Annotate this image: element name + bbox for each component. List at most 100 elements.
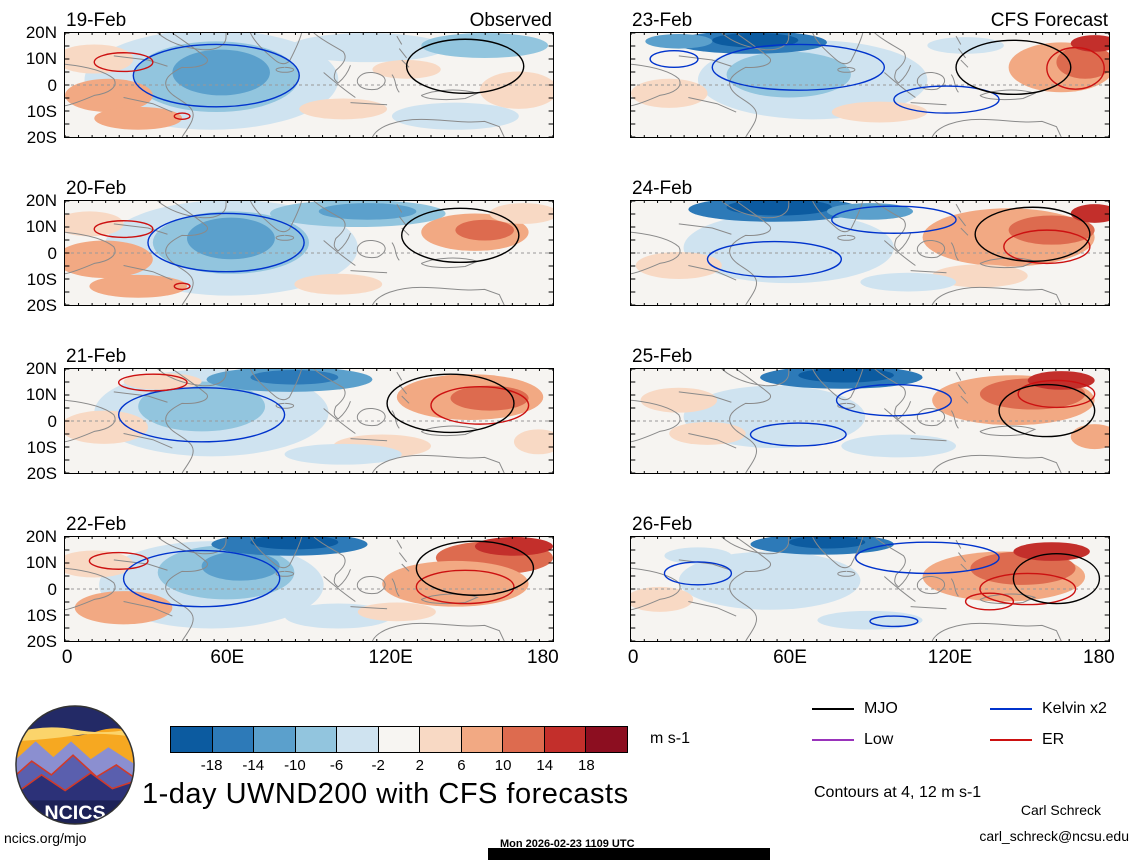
coastline bbox=[114, 224, 168, 234]
coastline bbox=[875, 369, 911, 419]
panel-header-row: 20-Feb bbox=[64, 174, 554, 200]
wave-contour bbox=[174, 113, 190, 119]
colorbar-tick-label: 2 bbox=[415, 757, 424, 774]
coastline bbox=[884, 409, 915, 434]
legend-line bbox=[812, 707, 854, 711]
shaded-anomaly bbox=[932, 264, 1028, 288]
coastline bbox=[158, 537, 226, 554]
wave-legend: MJO Kelvin x2 Low ER bbox=[812, 700, 1135, 749]
coastline bbox=[980, 258, 1035, 268]
shaded-anomaly bbox=[357, 602, 436, 622]
coastline bbox=[838, 235, 855, 240]
axis-ticks bbox=[631, 201, 1109, 305]
coastlines bbox=[65, 369, 504, 473]
coastline bbox=[688, 265, 736, 280]
panel-header-row: 25-Feb bbox=[630, 342, 1110, 368]
anomaly-shading bbox=[635, 201, 1109, 292]
logo-horizon-glow bbox=[15, 727, 135, 742]
y-tick-label: 20S bbox=[26, 632, 57, 651]
coastlines bbox=[631, 537, 1061, 641]
coastline bbox=[399, 553, 406, 562]
panel-block-24-Feb: 24-Feb bbox=[630, 174, 1110, 306]
shaded-anomaly bbox=[479, 71, 553, 109]
x-axis-labels: 0 60E 120E 180 bbox=[627, 642, 1115, 668]
y-tick-label: 20N bbox=[25, 527, 57, 546]
y-tick-label: 10N bbox=[25, 49, 57, 69]
coastline bbox=[114, 560, 168, 570]
panel-block-19-Feb: 19-Feb Observed 20N 10N 0 10S 20S bbox=[0, 6, 554, 146]
panel-block-22-Feb: 22-Feb 20N 10N 0 10S 20S 0 60E 120E 180 bbox=[0, 510, 559, 668]
coastline bbox=[399, 217, 406, 226]
coastline bbox=[730, 537, 771, 641]
shaded-anomaly bbox=[94, 106, 183, 130]
coastline bbox=[357, 408, 385, 425]
coastline bbox=[722, 369, 789, 386]
coastline bbox=[397, 204, 402, 212]
coastline bbox=[631, 400, 680, 442]
x-axis-labels: 0 60E 120E 180 bbox=[62, 642, 559, 668]
shaded-anomaly bbox=[65, 78, 153, 113]
coastline bbox=[631, 568, 680, 610]
wave-contour bbox=[387, 374, 514, 432]
shaded-anomaly bbox=[798, 369, 894, 383]
coastline bbox=[688, 433, 736, 448]
legend-label: ER bbox=[1042, 731, 1065, 748]
coastline bbox=[65, 232, 115, 274]
legend-item-kelvin-x2: Kelvin x2 bbox=[990, 700, 1135, 718]
x-tick-label: 180 bbox=[527, 647, 559, 668]
wave-contour bbox=[94, 221, 153, 238]
coastline bbox=[956, 36, 961, 44]
shaded-anomaly bbox=[1013, 542, 1090, 561]
x-tick-label: 60E bbox=[210, 647, 245, 668]
map-panel bbox=[630, 32, 1110, 138]
coastline bbox=[250, 537, 301, 568]
shaded-anomaly bbox=[284, 443, 402, 465]
colorbar-tick-label: 10 bbox=[494, 757, 512, 774]
x-tick-label: 120E bbox=[927, 647, 973, 668]
shaded-anomaly bbox=[74, 591, 173, 625]
wave-contour bbox=[894, 86, 999, 113]
coastline bbox=[372, 455, 504, 473]
coastline bbox=[813, 537, 863, 568]
y-axis-labels: 20N 10N 0 10S 20S bbox=[0, 192, 64, 314]
shaded-anomaly bbox=[289, 33, 446, 63]
axis-ticks bbox=[65, 369, 553, 473]
coastline bbox=[956, 204, 961, 212]
colorbar: -18 -14 -10 -6 -2 2 6 10 14 18 bbox=[170, 726, 628, 774]
wave-contour bbox=[650, 51, 698, 68]
colorbar-segment bbox=[419, 727, 461, 752]
coastline bbox=[324, 409, 356, 434]
colorbar-segment bbox=[585, 727, 628, 752]
coastline bbox=[917, 408, 944, 425]
coastline bbox=[397, 372, 402, 380]
coastline bbox=[114, 56, 168, 66]
y-tick-label: 10N bbox=[25, 385, 57, 405]
coastline bbox=[838, 571, 855, 576]
coastline bbox=[372, 287, 504, 305]
wind-anomaly-field bbox=[631, 369, 1109, 473]
coastline bbox=[158, 33, 226, 50]
coastline bbox=[399, 49, 406, 58]
coastline bbox=[421, 594, 477, 604]
shaded-anomaly bbox=[669, 422, 746, 445]
colorbar-tick-label: -2 bbox=[371, 757, 385, 774]
shaded-anomaly bbox=[726, 51, 851, 98]
shaded-anomaly bbox=[172, 49, 270, 96]
wave-contour bbox=[94, 53, 153, 72]
units-label: m s-1 bbox=[650, 730, 690, 747]
credit-name: Carl Schreck bbox=[1020, 802, 1101, 818]
coastline bbox=[250, 33, 301, 64]
shaded-anomaly bbox=[250, 370, 339, 385]
panel-date: 26-Feb bbox=[632, 514, 693, 535]
coastlines bbox=[65, 201, 504, 305]
wave-contour bbox=[416, 570, 514, 603]
y-tick-label: 20N bbox=[25, 359, 57, 378]
y-tick-label: 0 bbox=[47, 411, 57, 431]
ncics-logo-text: NCICS bbox=[44, 802, 105, 824]
x-tick-label: 0 bbox=[627, 647, 639, 668]
colorbar-segment bbox=[211, 727, 254, 752]
y-tick-label: 20N bbox=[25, 191, 57, 210]
panel-grid: 19-Feb Observed 20N 10N 0 10S 20S 20-Feb 20N 10N 0… bbox=[0, 6, 1115, 668]
coastline bbox=[956, 372, 961, 380]
